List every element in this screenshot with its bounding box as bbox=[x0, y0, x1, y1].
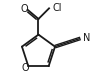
Text: O: O bbox=[21, 4, 28, 14]
Text: Cl: Cl bbox=[52, 3, 62, 13]
Text: N: N bbox=[83, 33, 90, 43]
Text: O: O bbox=[22, 63, 29, 73]
